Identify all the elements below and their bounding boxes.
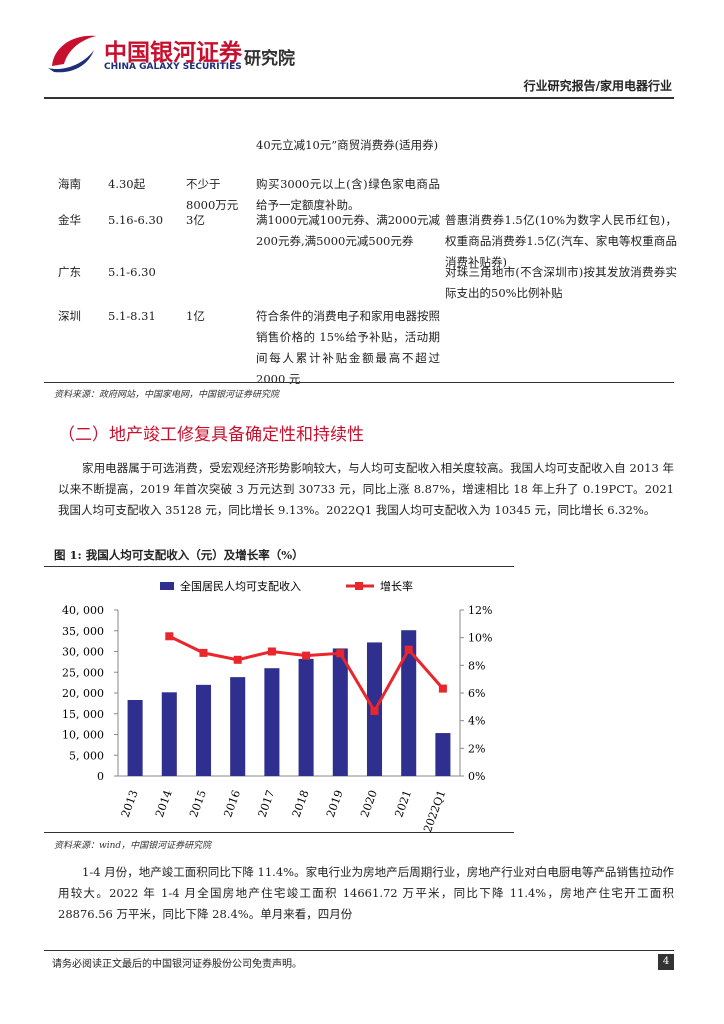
- x-tick-label: 2016: [221, 788, 243, 819]
- y2-tick-label: 4%: [468, 715, 485, 728]
- bar: [127, 700, 143, 776]
- table-cell: 符合条件的消费电子和家用电器按照销售价格的 15%给予补贴，活动期间每人累计补贴…: [256, 309, 440, 386]
- line-marker: [267, 647, 276, 656]
- x-tick-label: 2020: [358, 788, 380, 819]
- table-cell: 不少于8000万元: [186, 177, 239, 212]
- x-tick-label: 2018: [290, 788, 312, 819]
- figure-source: 资料来源：wind，中国银河证券研究院: [54, 841, 212, 851]
- y2-tick-label: 2%: [468, 742, 485, 755]
- line-marker: [302, 651, 311, 660]
- y-tick-label: 10, 000: [62, 729, 104, 742]
- bar: [230, 677, 246, 776]
- figure-title: 图 1: 我国人均可支配收入（元）及增长率（%）: [54, 548, 304, 562]
- footer-rule: [44, 950, 674, 951]
- table-cell: 1亿: [186, 309, 205, 323]
- legend-swatch: [355, 582, 363, 590]
- page-number: 4: [658, 954, 674, 970]
- paragraph: 家用电器属于可选消费，受宏观经济形势影响较大，与人均可支配收入相关度较高。我国人…: [58, 461, 674, 517]
- bar: [161, 692, 177, 776]
- y2-tick-label: 0%: [468, 770, 485, 783]
- table-cell: 购买3000元以上(含)绿色家电商品给予一定额度补助。: [256, 177, 440, 212]
- line-marker: [199, 648, 208, 657]
- institute: 研究院: [244, 49, 295, 69]
- table-cell: 5.1-8.31: [108, 309, 156, 323]
- legend-label: 全国居民人均可支配收入: [180, 579, 301, 593]
- y-tick-label: 15, 000: [62, 708, 104, 721]
- x-tick-label: 2021: [392, 788, 414, 819]
- legend-label: 增长率: [380, 579, 413, 593]
- y2-tick-label: 6%: [468, 687, 485, 700]
- table-rule: [44, 382, 674, 383]
- section-title: （二）地产竣工修复具备确定性和持续性: [58, 425, 364, 445]
- bar: [401, 630, 417, 776]
- table-cell: 4.30起: [108, 177, 146, 191]
- disclaimer: 请务必阅读正文最后的中国银河证券股份公司免责声明。: [52, 959, 302, 970]
- table-cell: 5.1-6.30: [108, 265, 156, 279]
- bar: [332, 648, 348, 776]
- y-tick-label: 35, 000: [62, 625, 104, 638]
- table-cell: 3亿: [186, 213, 205, 227]
- x-tick-label: 2019: [324, 788, 346, 819]
- table-cell: 对珠三角地市(不含深圳市)按其发放消费券实际支出的50%比例补贴: [445, 265, 677, 300]
- line-marker: [438, 684, 447, 693]
- paragraph: 1-4 月份，地产竣工面积同比下降 11.4%。家电行业为房地产后周期行业，房地…: [58, 865, 674, 921]
- table-cell: 广东: [58, 265, 81, 279]
- x-tick-label: 2017: [256, 788, 278, 819]
- bar: [298, 658, 314, 776]
- bar: [195, 684, 212, 776]
- report-type: 行业研究报告/家用电器行业: [523, 79, 672, 93]
- bar: [264, 668, 280, 776]
- y2-tick-label: 8%: [468, 659, 485, 672]
- legend-swatch: [160, 582, 174, 590]
- chart: 0 5, 000 10, 000 15, 000 20, 000 25, 000 30, 0…: [62, 579, 492, 832]
- y-tick-label: 5, 000: [69, 749, 104, 762]
- line-marker: [336, 649, 345, 658]
- logo: [48, 35, 96, 73]
- table-cell: 普惠消费券1.5亿(10%为数字人民币红包)， 权重商品消费券1.5亿(汽车、家…: [445, 213, 677, 269]
- y2-tick-label: 12%: [468, 604, 492, 617]
- y-tick-label: 25, 000: [62, 666, 104, 679]
- bar: [435, 733, 451, 776]
- y2-tick-label: 10%: [468, 632, 492, 645]
- figure-rule: [44, 832, 514, 833]
- line-marker: [370, 706, 379, 715]
- y-tick-label: 30, 000: [62, 646, 104, 659]
- table-source: 资料来源：政府网站，中国家电网，中国银河证券研究院: [54, 390, 280, 400]
- x-tick-label: 2014: [153, 788, 175, 819]
- y-tick-label: 0: [97, 770, 104, 783]
- table-cell: 深圳: [58, 309, 81, 323]
- y-tick-label: 20, 000: [62, 687, 104, 700]
- line-marker: [233, 655, 242, 664]
- line-marker: [404, 645, 413, 654]
- table-cell: 满1000元减100元券、满2000元减200元券,满5000元减500元券: [256, 213, 440, 248]
- table-cell: 40元立减10元”商贸消费券(适用券): [256, 138, 439, 152]
- figure-rule: [44, 566, 514, 567]
- table-cell: 金华: [58, 213, 81, 227]
- header-rule: [44, 97, 674, 99]
- line-marker: [165, 632, 174, 641]
- y-tick-label: 40, 000: [62, 604, 104, 617]
- table-cell: 5.16-6.30: [108, 213, 164, 227]
- x-tick-label: 2013: [119, 788, 141, 819]
- x-tick-label: 2022Q1: [421, 788, 448, 832]
- company: 中国银河证券: [104, 40, 242, 66]
- company-en: CHINA GALAXY SECURITIES: [104, 62, 242, 72]
- table-cell: 海南: [58, 177, 81, 191]
- x-tick-label: 2015: [187, 788, 209, 819]
